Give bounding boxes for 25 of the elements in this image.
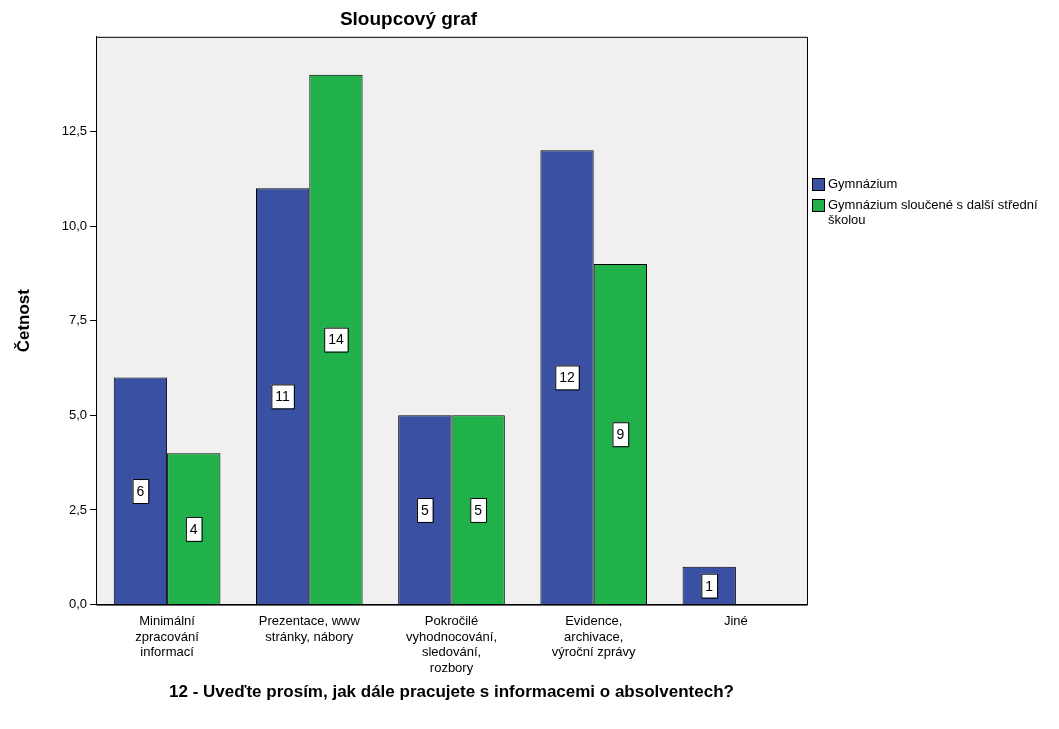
- y-tick-label: 0,0: [68, 596, 87, 612]
- legend-label: Gymnázium: [828, 176, 898, 191]
- y-tick-label: 10,0: [61, 217, 87, 233]
- data-label: 1: [705, 577, 714, 594]
- x-tick-label: Evidence, archivace, výroční zprávy: [551, 612, 637, 660]
- legend-label: Gymnázium sloučené s další střední školou: [828, 197, 1039, 227]
- data-label: 6: [136, 482, 145, 499]
- x-tick-label: Jiné: [723, 612, 748, 628]
- data-label: 9: [616, 426, 625, 443]
- data-label: 5: [420, 501, 429, 518]
- x-axis-title: 12 - Uveďte prosím, jak dále pracujete s informacemi o absolventech?: [168, 682, 735, 701]
- data-label: 14: [328, 331, 344, 348]
- x-tick-label: Prezentace, www stránky, nábory: [258, 612, 361, 644]
- data-label: 5: [474, 501, 483, 518]
- y-tick-label: 12,5: [61, 123, 87, 139]
- x-tick-label: Pokročilé vyhodnocování, sledování, rozbory: [405, 612, 498, 675]
- data-label: 11: [275, 388, 291, 405]
- data-label: 12: [559, 369, 576, 386]
- y-axis-title: Četnost: [13, 288, 33, 353]
- y-tick-label: 7,5: [68, 312, 87, 328]
- y-tick-label: 5,0: [68, 406, 87, 422]
- x-tick-label: Minimální zpracování informací: [135, 612, 200, 660]
- data-label: 4: [189, 520, 198, 537]
- chart-title: Sloupcový graf: [339, 7, 478, 29]
- y-tick-label: 2,5: [68, 501, 87, 517]
